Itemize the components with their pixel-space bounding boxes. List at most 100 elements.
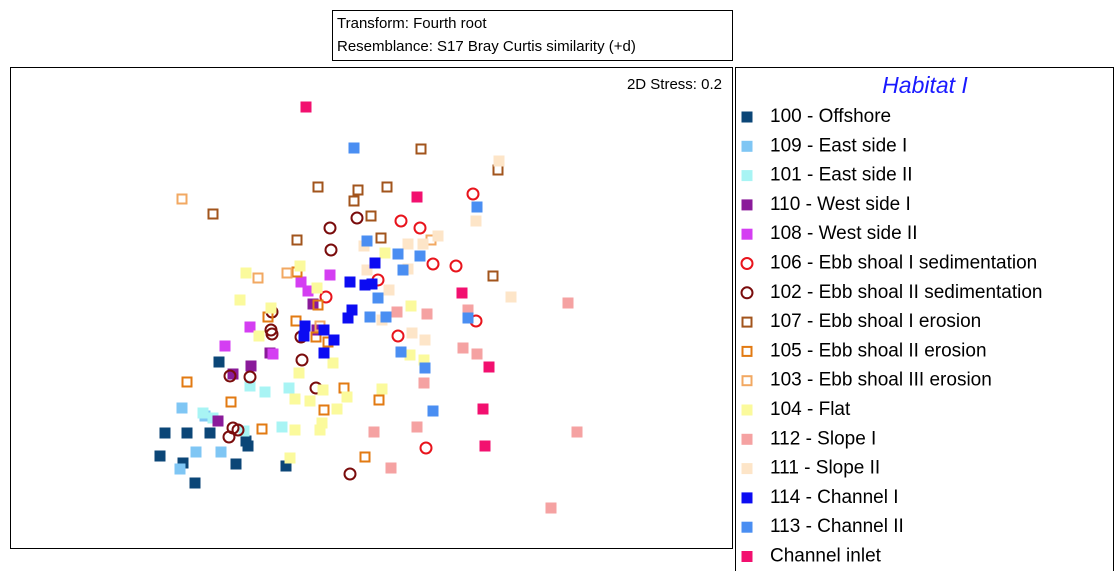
point xyxy=(405,300,417,312)
legend-marker xyxy=(741,111,753,123)
point xyxy=(470,215,482,227)
legend-label: 113 - Channel II xyxy=(770,516,904,537)
point xyxy=(295,276,307,288)
legend-marker xyxy=(741,316,753,328)
point xyxy=(289,424,301,436)
point xyxy=(304,395,316,407)
legend-label: 107 - Ebb shoal I erosion xyxy=(770,311,981,332)
point xyxy=(265,302,277,314)
legend-label: 106 - Ebb shoal I sedimentation xyxy=(770,253,1037,274)
point xyxy=(505,291,517,303)
legend-label: 110 - West side I xyxy=(770,194,911,215)
point xyxy=(348,142,360,154)
point xyxy=(456,287,468,299)
point xyxy=(417,238,429,250)
point xyxy=(290,315,302,327)
point xyxy=(318,404,330,416)
legend-marker xyxy=(741,463,753,475)
legend-label: Channel inlet xyxy=(770,546,882,567)
point xyxy=(492,164,504,176)
point xyxy=(189,477,201,489)
point xyxy=(245,360,257,372)
legend-marker xyxy=(741,375,753,387)
legend-marker xyxy=(741,521,753,533)
point xyxy=(252,272,264,284)
point xyxy=(234,294,246,306)
header-line: Resemblance: S17 Bray Curtis similarity … xyxy=(337,38,636,55)
point xyxy=(283,382,295,394)
legend-marker xyxy=(741,551,753,562)
point xyxy=(479,440,491,452)
point xyxy=(215,446,227,458)
point xyxy=(395,346,407,358)
point xyxy=(327,357,339,369)
point xyxy=(457,342,469,354)
point xyxy=(300,101,312,113)
legend-label: 109 - East side I xyxy=(770,135,907,156)
point xyxy=(319,290,333,304)
point xyxy=(365,210,377,222)
point xyxy=(562,297,574,309)
legend-marker xyxy=(741,228,753,240)
point xyxy=(293,367,305,379)
point xyxy=(174,463,186,475)
point xyxy=(379,247,391,259)
point xyxy=(302,285,314,297)
point xyxy=(466,187,480,201)
point xyxy=(426,257,440,271)
legend-label: 114 - Channel I xyxy=(770,487,899,508)
point xyxy=(418,377,430,389)
point xyxy=(259,386,271,398)
legend-label: 100 - Offshore xyxy=(770,106,891,127)
point xyxy=(391,306,403,318)
point xyxy=(411,191,423,203)
point xyxy=(341,391,353,403)
point xyxy=(419,362,431,374)
point xyxy=(295,353,309,367)
point xyxy=(222,430,236,444)
point xyxy=(344,276,356,288)
point xyxy=(318,324,330,336)
legend-label: 108 - West side II xyxy=(770,223,918,244)
point xyxy=(361,264,373,276)
legend-label: 102 - Ebb shoal II sedimentation xyxy=(770,282,1043,303)
legend-marker xyxy=(741,345,753,357)
legend-marker xyxy=(741,170,753,182)
point xyxy=(312,181,324,193)
point xyxy=(385,462,397,474)
point xyxy=(380,311,392,323)
point xyxy=(323,221,337,235)
point xyxy=(483,361,495,373)
legend-marker xyxy=(740,286,754,300)
point xyxy=(487,270,499,282)
point xyxy=(154,450,166,462)
point xyxy=(471,348,483,360)
point xyxy=(376,383,388,395)
plot-box xyxy=(10,67,733,549)
point xyxy=(418,354,430,366)
legend-label: 112 - Slope I xyxy=(770,428,876,449)
legend-label: 101 - East side II xyxy=(770,165,913,186)
point xyxy=(294,260,306,272)
point xyxy=(449,259,463,273)
point xyxy=(404,349,416,361)
header-box xyxy=(332,10,733,61)
point xyxy=(432,230,444,242)
legend-marker xyxy=(741,433,753,445)
point xyxy=(291,234,303,246)
point xyxy=(280,460,292,472)
stress-label: 2D Stress: 0.2 xyxy=(627,76,722,93)
point xyxy=(419,334,431,346)
point xyxy=(411,421,423,433)
point xyxy=(318,347,330,359)
point xyxy=(276,421,288,433)
point xyxy=(240,435,252,447)
header-line: Transform: Fourth root xyxy=(337,15,487,32)
point xyxy=(207,208,219,220)
point xyxy=(311,282,323,294)
point xyxy=(316,417,328,429)
point xyxy=(462,304,474,316)
point xyxy=(227,368,239,380)
point xyxy=(312,299,324,311)
